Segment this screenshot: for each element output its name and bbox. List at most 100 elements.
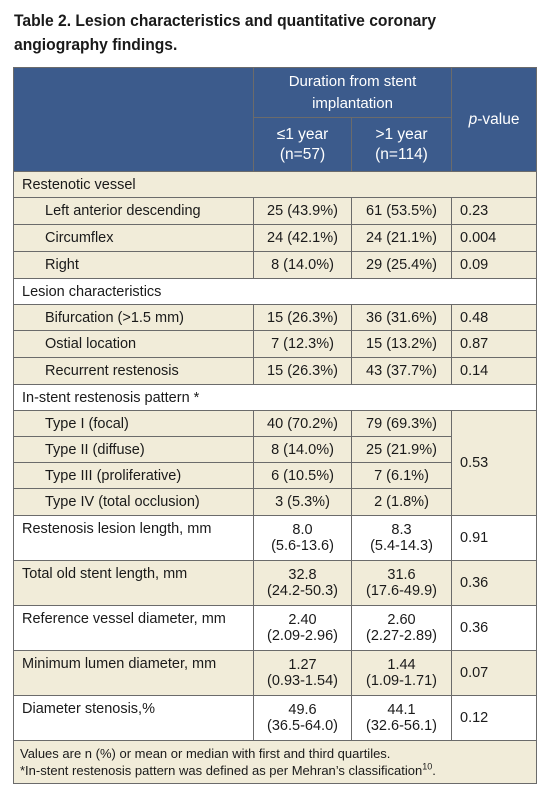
table-row: Right 8 (14.0%) 29 (25.4%) 0.09	[13, 251, 538, 279]
header-col2-line1: >1 year	[375, 125, 428, 143]
cell-le1year: 6 (10.5%)	[253, 462, 352, 489]
cell-pvalue-merged: 0.53	[451, 410, 538, 516]
cell-value: 8.0	[292, 522, 313, 538]
row-label: Restenosis lesion length, mm	[13, 515, 254, 561]
cell-range: (2.09-2.96)	[267, 628, 338, 644]
footnote-text: *In-stent restenosis pattern was defined…	[20, 763, 423, 778]
cell-gt1year: 29 (25.4%)	[350, 251, 453, 279]
row-label: Left anterior descending	[13, 197, 254, 225]
lesion-table: Duration from stent implantation p-value…	[12, 67, 538, 784]
cell-range: (2.27-2.89)	[366, 628, 437, 644]
cell-gt1year: 31.6 (17.6-49.9)	[350, 560, 453, 606]
table-row: Total old stent length, mm 32.8 (24.2-50.…	[13, 560, 538, 606]
cell-gt1year: 44.1 (32.6-56.1)	[350, 695, 453, 741]
table-row: Reference vessel diameter, mm 2.40 (2.09-…	[13, 605, 538, 651]
cell-pvalue: 0.14	[451, 357, 538, 385]
cell-le1year: 25 (43.9%)	[253, 197, 352, 225]
row-label: Recurrent restenosis	[13, 357, 254, 385]
cell-pvalue: 0.48	[451, 304, 538, 331]
cell-gt1year: 43 (37.7%)	[350, 357, 453, 385]
cell-le1year: 8.0 (5.6-13.6)	[253, 515, 352, 561]
cell-pvalue: 0.87	[451, 330, 538, 358]
row-label: Diameter stenosis,%	[13, 695, 254, 741]
cell-value: 44.1	[387, 702, 416, 718]
cell-le1year: 32.8 (24.2-50.3)	[253, 560, 352, 606]
cell-gt1year: 25 (21.9%)	[350, 436, 453, 463]
header-col2-line2: (n=114)	[375, 145, 428, 163]
header-col-le1year: ≤1 year (n=57)	[253, 117, 352, 172]
cell-range: (5.6-13.6)	[271, 538, 334, 554]
cell-range: (0.93-1.54)	[267, 673, 338, 689]
cell-gt1year: 7 (6.1%)	[350, 462, 453, 489]
cell-pvalue: 0.91	[451, 515, 538, 561]
row-label: Type III (proliferative)	[13, 462, 254, 489]
header-duration-group: Duration from stent implantation	[252, 67, 453, 118]
cell-value: 1.27	[288, 657, 317, 673]
cell-gt1year: 79 (69.3%)	[350, 410, 453, 437]
footnote-reference: 10	[422, 761, 433, 772]
section-row: Restenotic vessel	[12, 171, 538, 198]
caption-line-2: angiography findings.	[14, 35, 178, 54]
header-pvalue-p: p	[468, 110, 478, 128]
cell-value: 49.6	[288, 702, 317, 718]
cell-value: 8.3	[391, 522, 412, 538]
header-row-1: Duration from stent implantation p-value	[13, 67, 538, 172]
table-row: Minimum lumen diameter, mm 1.27 (0.93-1.5…	[13, 650, 538, 696]
table-row: Recurrent restenosis 15 (26.3%) 43 (37.7…	[13, 357, 538, 385]
section-title-lesion-characteristics: Lesion characteristics	[12, 278, 538, 305]
row-label: Bifurcation (>1.5 mm)	[13, 304, 254, 331]
cell-le1year: 40 (70.2%)	[253, 410, 352, 437]
cell-gt1year: 8.3 (5.4-14.3)	[350, 515, 453, 561]
cell-le1year: 7 (12.3%)	[253, 330, 352, 358]
row-label: Type II (diffuse)	[13, 436, 254, 463]
table-row: Restenosis lesion length, mm 8.0 (5.6-13.…	[13, 515, 538, 561]
row-label: Reference vessel diameter, mm	[13, 605, 254, 651]
table-row: Ostial location 7 (12.3%) 15 (13.2%) 0.8…	[13, 330, 538, 358]
row-label: Type IV (total occlusion)	[13, 488, 254, 516]
cell-pvalue: 0.12	[451, 695, 538, 741]
row-label: Total old stent length, mm	[13, 560, 254, 606]
row-label: Type I (focal)	[13, 410, 254, 437]
cell-le1year: 15 (26.3%)	[253, 357, 352, 385]
footnote-end: .	[432, 763, 436, 778]
caption-line-1: Table 2. Lesion characteristics and quan…	[14, 11, 437, 30]
cell-le1year: 49.6 (36.5-64.0)	[253, 695, 352, 741]
cell-gt1year: 15 (13.2%)	[350, 330, 453, 358]
table-row: Left anterior descending 25 (43.9%) 61 (…	[13, 197, 538, 225]
row-label: Right	[13, 251, 254, 279]
row-label: Circumflex	[13, 224, 254, 252]
cell-gt1year: 2 (1.8%)	[350, 488, 453, 516]
cell-le1year: 2.40 (2.09-2.96)	[253, 605, 352, 651]
cell-pvalue: 0.36	[451, 605, 538, 651]
cell-value: 2.60	[387, 612, 416, 628]
cell-gt1year: 36 (31.6%)	[350, 304, 453, 331]
cell-range: (36.5-64.0)	[267, 718, 338, 734]
footnote-line-2: *In-stent restenosis pattern was defined…	[20, 762, 530, 779]
cell-le1year: 8 (14.0%)	[253, 251, 352, 279]
header-pvalue: p-value	[451, 67, 538, 172]
table-caption: Table 2. Lesion characteristics and quan…	[14, 9, 492, 57]
cell-gt1year: 2.60 (2.27-2.89)	[350, 605, 453, 651]
cell-pvalue: 0.36	[451, 560, 538, 606]
section-title-restenotic-vessel: Restenotic vessel	[12, 171, 538, 198]
table-row: Type II (diffuse) 8 (14.0%) 25 (21.9%)	[13, 436, 537, 463]
cell-value: 1.44	[387, 657, 416, 673]
header-col-gt1year: >1 year (n=114)	[350, 117, 453, 172]
cell-value: 31.6	[387, 567, 416, 583]
table-row: Diameter stenosis,% 49.6 (36.5-64.0) 44.1…	[13, 695, 538, 741]
cell-pvalue: 0.09	[451, 251, 538, 279]
cell-pvalue: 0.23	[451, 197, 538, 225]
section-title-restenosis-pattern: In-stent restenosis pattern *	[12, 384, 538, 411]
cell-range: (1.09-1.71)	[366, 673, 437, 689]
footnote-line-1: Values are n (%) or mean or median with …	[20, 746, 391, 761]
cell-range: (24.2-50.3)	[267, 583, 338, 599]
header-pvalue-rest: -value	[477, 110, 520, 128]
cell-range: (5.4-14.3)	[370, 538, 433, 554]
table-row: Circumflex 24 (42.1%) 24 (21.1%) 0.004	[13, 224, 538, 252]
cell-le1year: 3 (5.3%)	[253, 488, 352, 516]
cell-range: (17.6-49.9)	[366, 583, 437, 599]
cell-le1year: 1.27 (0.93-1.54)	[253, 650, 352, 696]
table-footnote: Values are n (%) or mean or median with …	[12, 740, 538, 784]
table-row: Bifurcation (>1.5 mm) 15 (26.3%) 36 (31.…	[13, 304, 538, 331]
cell-pvalue: 0.004	[451, 224, 538, 252]
